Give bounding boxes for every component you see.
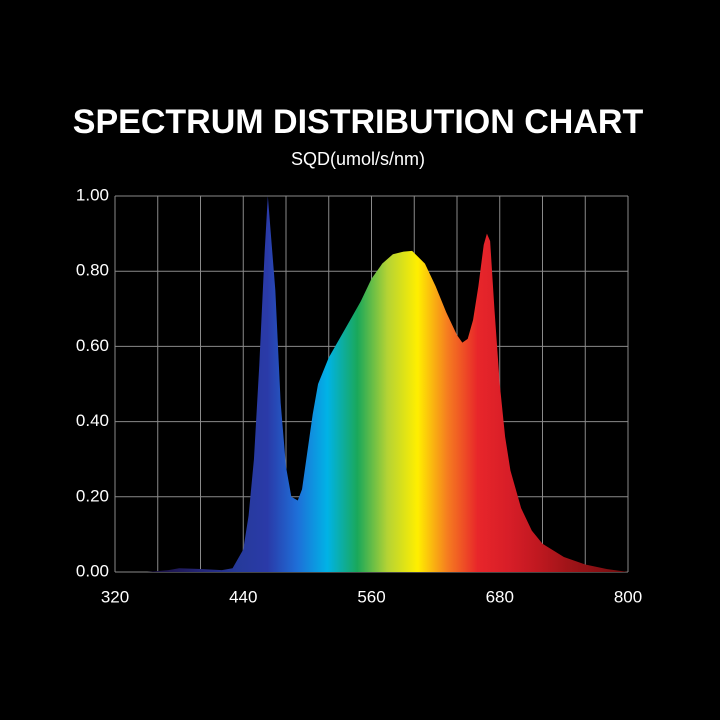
- x-tick-label: 680: [486, 587, 514, 606]
- chart-subtitle: SQD(umol/s/nm): [291, 149, 425, 169]
- x-tick-label: 440: [229, 587, 257, 606]
- chart-title: SPECTRUM DISTRIBUTION CHART: [73, 103, 644, 141]
- y-tick-label: 0.40: [76, 411, 109, 430]
- y-tick-label: 0.00: [76, 561, 109, 580]
- y-tick-label: 1.00: [76, 185, 109, 204]
- x-tick-label: 560: [357, 587, 385, 606]
- x-tick-label: 800: [614, 587, 642, 606]
- y-tick-label: 0.60: [76, 336, 109, 355]
- y-tick-label: 0.80: [76, 261, 109, 280]
- spectrum-area: [147, 196, 628, 572]
- x-tick-label: 320: [101, 587, 129, 606]
- y-tick-label: 0.20: [76, 486, 109, 505]
